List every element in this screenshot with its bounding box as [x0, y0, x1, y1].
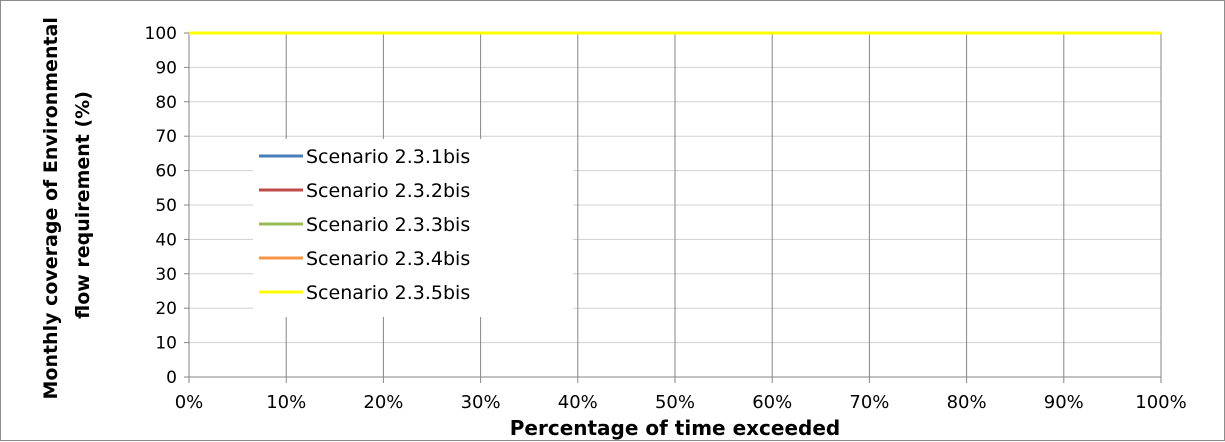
- y-tick-label: 10: [155, 334, 177, 354]
- y-tick-label: 90: [155, 58, 177, 78]
- x-tick-label: 40%: [558, 392, 598, 413]
- legend-background: [253, 139, 573, 317]
- y-tick-label: 20: [155, 299, 177, 319]
- x-tick-label: 20%: [363, 392, 403, 413]
- y-tick-labels: 0 10 20 30 40 50 60 70 80 90 100: [145, 24, 177, 388]
- x-tick-label: 60%: [752, 392, 792, 413]
- x-tick-label: 0%: [175, 392, 204, 413]
- legend-label-3: Scenario 2.3.3bis: [306, 214, 470, 236]
- y-tick-label: 0: [166, 368, 177, 388]
- y-tick-label: 40: [155, 230, 177, 250]
- y-tick-label: 100: [145, 24, 177, 44]
- y-tick-label: 80: [155, 93, 177, 113]
- x-tick-label: 100%: [1135, 392, 1186, 413]
- x-tick-label: 50%: [655, 392, 695, 413]
- x-tick-label: 70%: [849, 392, 889, 413]
- legend-label-4: Scenario 2.3.4bis: [306, 248, 470, 270]
- x-tick-label: 90%: [1044, 392, 1084, 413]
- y-tick-label: 50: [155, 196, 177, 216]
- x-tick-labels: 0% 10% 20% 30% 40% 50% 60% 70% 80% 90% 100%: [175, 392, 1187, 413]
- legend-label-1: Scenario 2.3.1bis: [306, 146, 470, 168]
- x-tick-label: 30%: [461, 392, 501, 413]
- y-tick-label: 30: [155, 265, 177, 285]
- legend-label-2: Scenario 2.3.2bis: [306, 180, 470, 202]
- legend: Scenario 2.3.1bis Scenario 2.3.2bis Scenar…: [253, 139, 573, 317]
- y-tick-label: 70: [155, 127, 177, 147]
- legend-label-5: Scenario 2.3.5bis: [306, 282, 470, 304]
- x-tick-label: 10%: [266, 392, 306, 413]
- x-tick-label: 80%: [947, 392, 987, 413]
- y-axis-title-line-1: Monthly coverage of Environmental: [40, 17, 62, 399]
- y-axis-title-line-2: flow requirement (%): [72, 91, 94, 319]
- y-axis-title: Monthly coverage of Environmental flow r…: [40, 10, 94, 399]
- y-tick-label: 60: [155, 162, 177, 182]
- x-axis-title: Percentage of time exceeded: [510, 416, 840, 440]
